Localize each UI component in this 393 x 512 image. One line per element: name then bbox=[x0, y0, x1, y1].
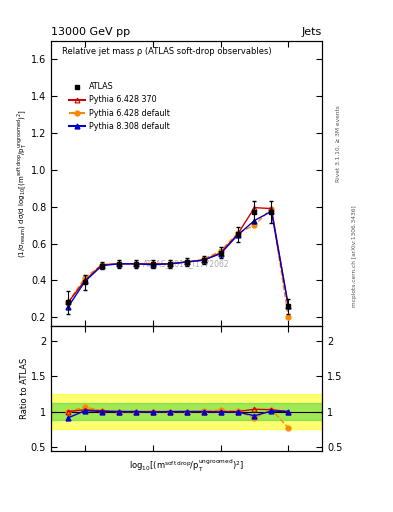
Bar bbox=[51, 394, 322, 429]
Legend: ATLAS, Pythia 6.428 370, Pythia 6.428 default, Pythia 8.308 default: ATLAS, Pythia 6.428 370, Pythia 6.428 de… bbox=[66, 79, 173, 134]
Y-axis label: (1/σ$_{\rm resum}$) dσ/d log$_{10}$[(m$^{\rm soft\,drop}$/p$_{\rm T}^{\rm ungroo: (1/σ$_{\rm resum}$) dσ/d log$_{10}$[(m$^… bbox=[16, 109, 29, 258]
Bar bbox=[51, 403, 322, 420]
X-axis label: log$_{10}$[(m$^{\rm soft\,drop}$/p$_{\rm T}^{\rm ungroomed}$)$^{2}$]: log$_{10}$[(m$^{\rm soft\,drop}$/p$_{\rm… bbox=[129, 458, 244, 475]
Text: mcplots.cern.ch [arXiv:1306.3436]: mcplots.cern.ch [arXiv:1306.3436] bbox=[352, 205, 357, 307]
Text: Jets: Jets bbox=[302, 28, 322, 37]
Y-axis label: Ratio to ATLAS: Ratio to ATLAS bbox=[20, 358, 29, 419]
Text: Rivet 3.1.10, ≥ 3M events: Rivet 3.1.10, ≥ 3M events bbox=[336, 105, 341, 182]
Text: 13000 GeV pp: 13000 GeV pp bbox=[51, 28, 130, 37]
Text: ATLAS_2019_I1772062: ATLAS_2019_I1772062 bbox=[143, 259, 230, 268]
Text: Relative jet mass ρ (ATLAS soft-drop observables): Relative jet mass ρ (ATLAS soft-drop obs… bbox=[62, 47, 272, 56]
